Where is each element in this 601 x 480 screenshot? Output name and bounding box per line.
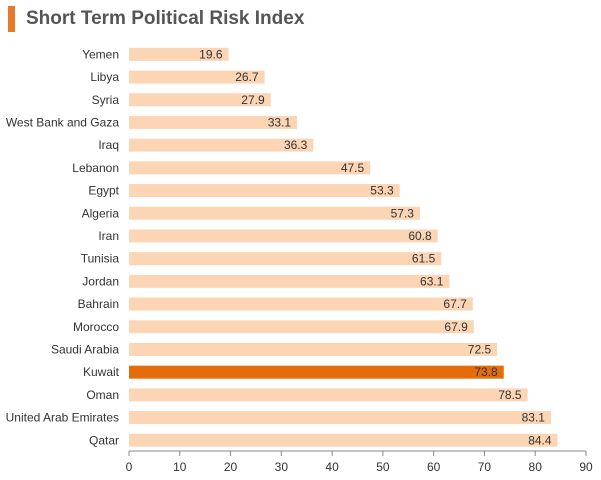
bar-west-bank-and-gaza [129, 115, 298, 129]
category-label-egypt: Egypt [88, 184, 119, 198]
value-label-egypt: 53.3 [370, 184, 394, 198]
bar-yemen [129, 47, 229, 61]
x-tick-label-0: 0 [126, 460, 133, 474]
category-label-west-bank-and-gaza: West Bank and Gaza [6, 115, 120, 129]
category-labels: Yemen Libya Syria West Bank and Gaza Iraq Leb… [6, 47, 120, 447]
bar-jordan [129, 274, 450, 288]
x-tick-label-70: 70 [478, 460, 492, 474]
category-label-bahrain: Bahrain [78, 297, 119, 311]
category-label-algeria: Algeria [82, 206, 120, 220]
bars-layer [129, 47, 558, 447]
category-label-morocco: Morocco [73, 320, 119, 334]
value-label-tunisia: 61.5 [412, 252, 436, 266]
value-label-iraq: 36.3 [284, 138, 308, 152]
bar-algeria [129, 206, 420, 220]
value-label-kuwait: 73.8 [474, 365, 498, 379]
x-tick-label-10: 10 [173, 460, 187, 474]
x-tick-label-40: 40 [325, 460, 339, 474]
chart-title: Short Term Political Risk Index [26, 8, 305, 29]
value-labels: 19.6 26.7 27.933.1 36.3 47.5 53.3 57.3 60.8 61.5… [199, 47, 552, 447]
value-label-oman: 78.5 [498, 388, 522, 402]
bar-lebanon [129, 161, 371, 175]
x-tick-label-90: 90 [579, 460, 593, 474]
bar-qatar [129, 433, 558, 447]
value-label-united-arab-emirates: 83.1 [522, 411, 546, 425]
bar-united-arab-emirates [129, 411, 551, 425]
value-label-morocco: 67.9 [444, 320, 468, 334]
category-label-libya: Libya [90, 70, 119, 84]
category-label-jordan: Jordan [82, 274, 119, 288]
category-label-saudi-arabia: Saudi Arabia [51, 342, 119, 356]
bar-iran [129, 229, 438, 243]
x-axis: 0 10 20 30 40 50 60 70 80 90 [126, 450, 593, 474]
bar-morocco [129, 320, 474, 334]
value-label-libya: 26.7 [235, 70, 259, 84]
value-label-saudi-arabia: 72.5 [468, 342, 492, 356]
x-tick-label-30: 30 [275, 460, 289, 474]
x-tick-label-80: 80 [529, 460, 543, 474]
category-label-tunisia: Tunisia [81, 252, 120, 266]
x-tick-label-50: 50 [376, 460, 390, 474]
x-tick-label-20: 20 [224, 460, 238, 474]
category-label-oman: Oman [86, 388, 119, 402]
value-label-lebanon: 47.5 [341, 161, 365, 175]
bar-libya [129, 70, 265, 84]
value-label-west-bank-and-gaza: 33.1 [268, 115, 292, 129]
title-accent-bar [8, 6, 15, 32]
bar-egypt [129, 184, 400, 198]
bar-saudi-arabia [129, 342, 498, 356]
value-label-algeria: 57.3 [391, 206, 415, 220]
category-label-lebanon: Lebanon [72, 161, 119, 175]
bar-tunisia [129, 252, 442, 266]
bar-bahrain [129, 297, 473, 311]
value-label-syria: 27.9 [241, 93, 265, 107]
category-label-qatar: Qatar [89, 433, 119, 447]
category-label-syria: Syria [92, 93, 120, 107]
bar-iraq [129, 138, 314, 152]
bar-kuwait [129, 365, 504, 379]
category-label-iraq: Iraq [98, 138, 119, 152]
category-label-yemen: Yemen [82, 47, 119, 61]
value-label-yemen: 19.6 [199, 47, 223, 61]
bar-oman [129, 388, 528, 402]
category-label-kuwait: Kuwait [83, 365, 120, 379]
value-label-jordan: 63.1 [420, 274, 444, 288]
value-label-qatar: 84.4 [528, 433, 552, 447]
category-label-united-arab-emirates: United Arab Emirates [6, 411, 119, 425]
x-tick-label-60: 60 [427, 460, 441, 474]
category-label-iran: Iran [98, 229, 119, 243]
value-label-bahrain: 67.7 [443, 297, 467, 311]
value-label-iran: 60.8 [408, 229, 432, 243]
bar-syria [129, 93, 271, 107]
